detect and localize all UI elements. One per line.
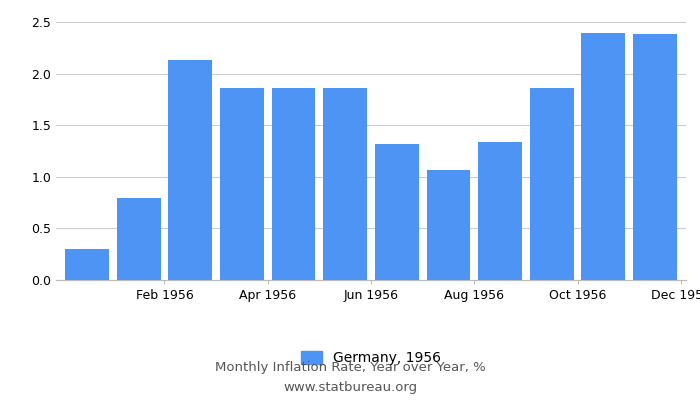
Bar xyxy=(633,34,677,280)
Bar xyxy=(530,88,574,280)
Text: Monthly Inflation Rate, Year over Year, %: Monthly Inflation Rate, Year over Year, … xyxy=(215,362,485,374)
Bar xyxy=(582,33,625,280)
Bar xyxy=(272,88,316,280)
Bar xyxy=(375,144,419,280)
Bar xyxy=(168,60,212,280)
Legend: Germany, 1956: Germany, 1956 xyxy=(295,346,447,371)
Bar xyxy=(117,198,160,280)
Bar xyxy=(426,170,470,280)
Bar xyxy=(65,249,109,280)
Bar xyxy=(323,88,367,280)
Bar xyxy=(220,88,264,280)
Bar xyxy=(478,142,522,280)
Text: www.statbureau.org: www.statbureau.org xyxy=(283,382,417,394)
